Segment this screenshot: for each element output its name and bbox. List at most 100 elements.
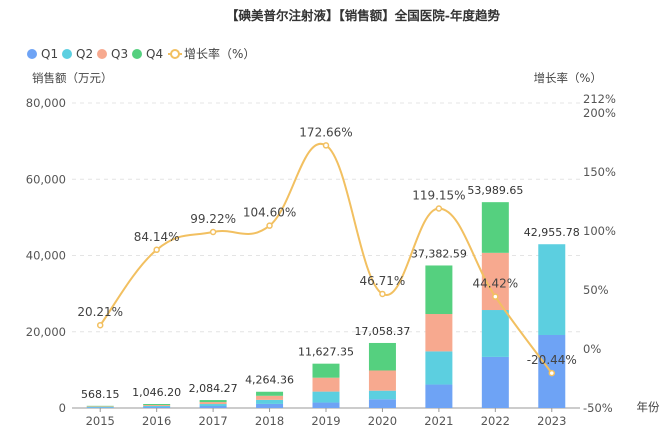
legend-marker-q3 [97, 49, 107, 59]
bar-q2-2020 [368, 390, 396, 400]
bar-q2-2018 [256, 399, 284, 404]
y2-axis-ticks: -50% 0% 50% 100% 150% 200%212% [583, 92, 616, 415]
bar-q3-2021 [425, 314, 453, 352]
legend-label: Q1 [41, 47, 58, 61]
legend-label: Q3 [111, 47, 128, 61]
growth-point [96, 321, 104, 329]
bar-q1-2016 [143, 407, 171, 408]
bar-q2-2023 [538, 244, 566, 335]
bar-total-label: 42,955.78 [524, 226, 580, 239]
x-axis-title: 年份 [637, 400, 660, 414]
growth-label: 172.66% [299, 125, 352, 139]
x-tick-label: 2020 [368, 414, 397, 428]
y-axis-title: 销售额（万元） [32, 71, 113, 85]
legend-marker-q2 [62, 49, 72, 59]
bar-q1-2019 [312, 402, 340, 408]
growth-label: 44.42% [472, 277, 518, 291]
legend: Q1 Q2 Q3 Q4 增长率（%） [27, 46, 255, 61]
x-tick-label: 2019 [311, 414, 340, 428]
growth-label: 20.21% [77, 305, 123, 319]
bar-q1-2021 [425, 384, 453, 408]
bar-q4-2021 [425, 265, 453, 315]
legend-line-dot [170, 49, 180, 59]
growth-point [209, 228, 217, 236]
bar-q1-2015 [86, 407, 114, 408]
bar-q4-2016 [143, 404, 171, 406]
y2-tick-label: 150% [583, 165, 616, 179]
bar-q2-2017 [199, 404, 227, 407]
growth-point [435, 205, 443, 212]
x-tick-label: 2016 [142, 414, 171, 428]
bar-total-label: 2,084.27 [189, 382, 238, 395]
growth-point [379, 290, 386, 298]
bar-q2-2022 [481, 310, 509, 357]
chart-title: 【碘美普尔注射液】【销售额】全国医院-年度趋势 [226, 8, 500, 23]
x-tick-label: 2023 [537, 414, 566, 428]
x-axis-ticks: 2015 2016 2017 2018 2019 2020 2021 2022 2023 [86, 408, 566, 428]
growth-point [266, 222, 273, 229]
bar-q3-2016 [143, 405, 171, 407]
growth-point [153, 246, 160, 254]
y2-tick-label: -50% [583, 401, 613, 415]
bar-total-labels: 568.15 1,046.20 2,084.274,264.3611,627.351… [81, 184, 580, 401]
bar-total-label: 17,058.37 [354, 325, 410, 338]
bar-q1-2017 [199, 406, 227, 408]
x-tick-label: 2018 [255, 414, 284, 428]
x-tick-label: 2017 [198, 414, 227, 428]
bar-total-label: 53,989.65 [467, 184, 523, 197]
growth-point [322, 142, 330, 149]
bar-q2-2015 [86, 406, 114, 408]
bar-q4-2015 [86, 405, 114, 407]
y-tick-label: 0 [59, 401, 66, 415]
bar-q4-2018 [256, 391, 284, 396]
growth-label: -20.44% [527, 353, 577, 367]
y-tick-label: 40,000 [26, 249, 66, 263]
y-tick-label: 60,000 [26, 172, 66, 186]
growth-point [492, 293, 499, 300]
legend-label: 增长率（%） [184, 46, 255, 61]
bar-q2-2021 [425, 351, 453, 385]
bar-q3-2017 [199, 402, 227, 405]
bar-q3-2018 [256, 395, 284, 400]
growth-label: 84.14% [134, 230, 180, 244]
bar-q1-2018 [256, 403, 284, 408]
x-tick-label: 2021 [424, 414, 453, 428]
y2-tick-label: 0% [583, 342, 601, 356]
bar-q3-2015 [86, 406, 114, 407]
y2-tick-label: 200% [583, 106, 616, 120]
bar-q3-2020 [368, 370, 396, 391]
growth-label: 46.71% [360, 274, 406, 288]
x-tick-label: 2015 [86, 414, 115, 428]
growth-label: 104.60% [243, 206, 296, 220]
bar-q4-2022 [481, 202, 509, 253]
bar-q4-2020 [368, 342, 396, 371]
y-axis-ticks: 0 20,000 40,000 60,000 80,000 [26, 96, 66, 415]
bar-q1-2022 [481, 356, 509, 408]
bar-total-label: 1,046.20 [132, 386, 181, 399]
growth-label: 99.22% [190, 212, 236, 226]
bar-q1-2020 [368, 399, 396, 408]
bar-total-label: 37,382.59 [411, 247, 467, 260]
bar-total-label: 4,264.36 [245, 374, 294, 387]
growth-line: 20.21% 84.14% 99.22% 104.60% 172.66% 46.71% 11… [77, 125, 577, 377]
bar-total-label: 568.15 [81, 388, 120, 401]
y-tick-label: 80,000 [26, 96, 66, 110]
bar-q3-2019 [312, 377, 340, 392]
legend-marker-q4 [132, 49, 142, 59]
bar-q2-2019 [312, 391, 340, 403]
legend-marker-q1 [27, 49, 37, 59]
y2-axis-title: 增长率（%） [534, 71, 602, 85]
x-tick-label: 2022 [481, 414, 510, 428]
y-tick-label: 20,000 [26, 325, 66, 339]
bar-q4-2017 [199, 400, 227, 403]
y2-tick-label: 212% [583, 92, 616, 106]
y2-tick-label: 50% [583, 283, 609, 297]
bar-q4-2019 [312, 363, 340, 378]
bar-total-label: 11,627.35 [298, 346, 354, 359]
legend-label: Q2 [76, 47, 93, 61]
legend-label: Q4 [146, 47, 163, 61]
growth-line-path [99, 142, 553, 374]
bar-q2-2016 [143, 406, 171, 408]
growth-label: 119.15% [412, 189, 465, 203]
